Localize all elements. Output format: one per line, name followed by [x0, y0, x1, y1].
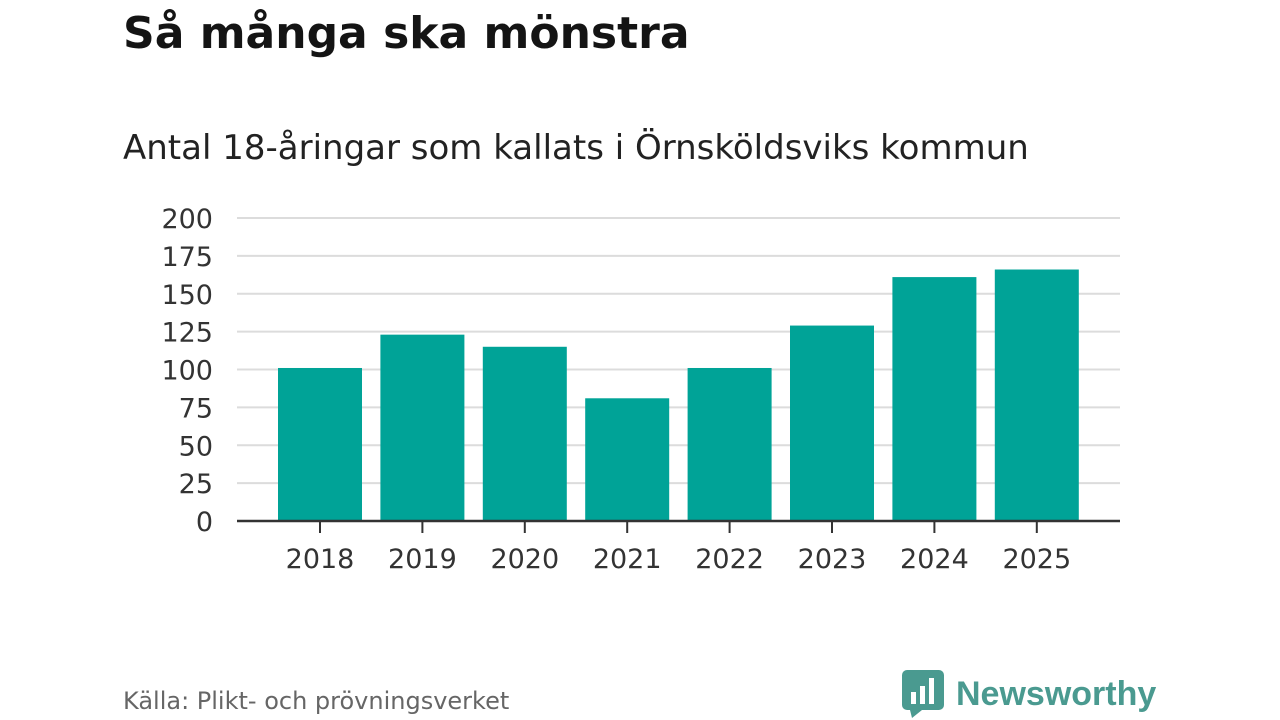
- bar-2020: [482, 346, 567, 521]
- x-axis: 2018 2019 2020 2021 2022 2023 2024 2025: [237, 519, 1120, 575]
- bar-2023: [790, 325, 874, 521]
- y-tick-label: 50: [179, 431, 213, 462]
- x-tick-label: 2019: [388, 544, 457, 575]
- y-tick-label: 150: [161, 280, 213, 311]
- bar-2021: [585, 398, 670, 521]
- x-tick-label: 2018: [286, 544, 355, 575]
- bar-2019: [380, 334, 465, 521]
- y-tick-label: 200: [161, 204, 213, 235]
- gridlines: [237, 217, 1120, 485]
- bar-2025: [994, 269, 1079, 521]
- chart-subtitle: Antal 18-åringar som kallats i Örnskölds…: [123, 128, 1029, 168]
- y-tick-label: 175: [161, 242, 213, 273]
- y-tick-label: 0: [196, 507, 213, 538]
- bar-2022: [687, 367, 772, 521]
- brand: Newsworthy: [902, 670, 1156, 718]
- bar-2024: [892, 277, 977, 521]
- x-tick-label: 2021: [593, 544, 662, 575]
- newsworthy-logo-icon: [902, 670, 944, 718]
- chart-title: Så många ska mönstra: [123, 8, 690, 59]
- x-tick-label: 2022: [695, 544, 764, 575]
- x-tick-label: 2020: [490, 544, 559, 575]
- y-axis-ticks: 0 25 50 75 100 125 150 175 200: [161, 204, 213, 538]
- y-tick-label: 75: [179, 393, 213, 424]
- y-tick-label: 125: [161, 318, 213, 349]
- bar-2018: [278, 367, 362, 521]
- y-tick-label: 100: [161, 356, 213, 387]
- x-tick-label: 2025: [1002, 544, 1071, 575]
- x-tick-label: 2023: [798, 544, 867, 575]
- source-note: Källa: Plikt- och prövningsverket: [123, 687, 510, 715]
- x-tick-label: 2024: [900, 544, 969, 575]
- bars: [278, 269, 1079, 521]
- brand-name: Newsworthy: [956, 674, 1157, 713]
- y-tick-label: 25: [179, 469, 213, 500]
